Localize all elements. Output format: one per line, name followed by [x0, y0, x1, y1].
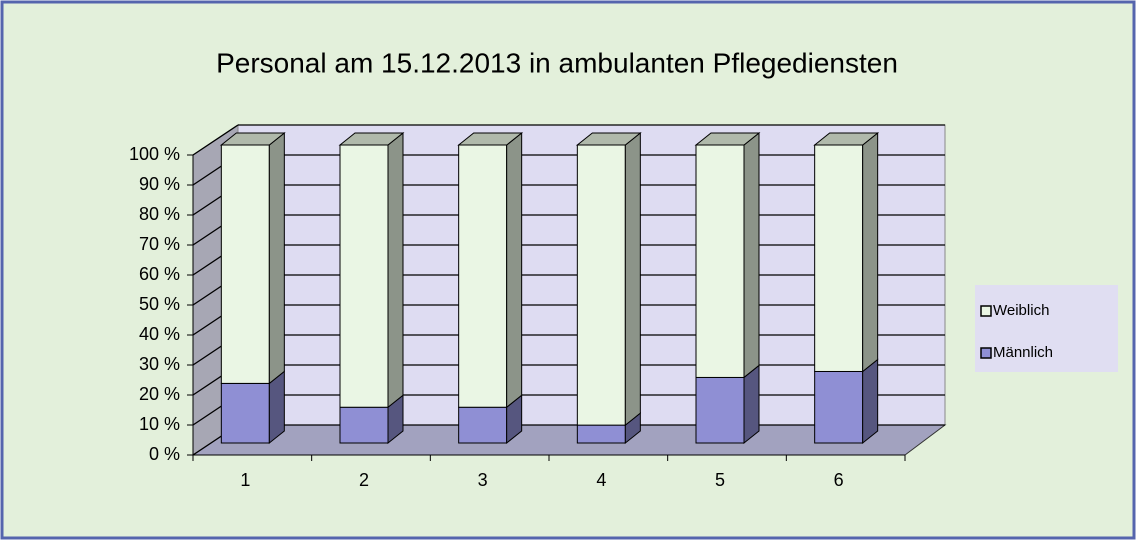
- y-tick-label: 50 %: [139, 294, 180, 314]
- bar-side: [743, 364, 760, 445]
- bar-side: [862, 358, 879, 445]
- bar-front: [458, 144, 508, 408]
- bar-top: [813, 132, 880, 146]
- y-tick-label: 70 %: [139, 234, 180, 254]
- bar-side: [506, 131, 523, 409]
- x-tick-label: 4: [596, 470, 606, 490]
- x-tick-label: 2: [359, 470, 369, 490]
- bar-top: [575, 132, 642, 146]
- bar-side: [743, 131, 760, 379]
- bar-front: [576, 144, 626, 426]
- bar-front: [576, 424, 626, 444]
- bar-front: [339, 144, 389, 408]
- y-tick-label: 80 %: [139, 204, 180, 224]
- bar-top: [338, 132, 405, 146]
- legend-swatch: [980, 347, 992, 359]
- x-tick-label: 6: [834, 470, 844, 490]
- y-tick-label: 40 %: [139, 324, 180, 344]
- grid-line-side: [192, 124, 239, 156]
- bar-front: [220, 382, 270, 444]
- legend-swatch: [980, 305, 992, 317]
- x-tick-label: 3: [478, 470, 488, 490]
- x-tick-label: 1: [240, 470, 250, 490]
- bar-front: [814, 144, 864, 372]
- bar-front: [458, 406, 508, 444]
- bar-side: [862, 131, 879, 373]
- x-tick-label: 5: [715, 470, 725, 490]
- y-tick-label: 20 %: [139, 384, 180, 404]
- y-tick-label: 60 %: [139, 264, 180, 284]
- bar-top: [457, 132, 524, 146]
- legend-label: Weiblich: [993, 302, 1049, 319]
- bar-side: [624, 131, 641, 427]
- chart-title: Personal am 15.12.2013 in ambulanten Pfl…: [216, 47, 898, 78]
- y-tick-label: 30 %: [139, 354, 180, 374]
- bar-front: [814, 370, 864, 444]
- bar-front: [339, 406, 389, 444]
- y-tick-label: 10 %: [139, 414, 180, 434]
- y-tick-label: 90 %: [139, 174, 180, 194]
- bar-front: [220, 144, 270, 384]
- bar-top: [219, 132, 286, 146]
- y-tick-label: 0 %: [149, 444, 180, 464]
- bar-top: [694, 132, 761, 146]
- bar-front: [695, 144, 745, 378]
- bar-side: [268, 131, 285, 385]
- bar-side: [387, 131, 404, 409]
- y-tick-label: 100 %: [129, 144, 180, 164]
- legend-label: Männlich: [993, 344, 1053, 361]
- bar-front: [695, 376, 745, 444]
- legend: [975, 285, 1118, 372]
